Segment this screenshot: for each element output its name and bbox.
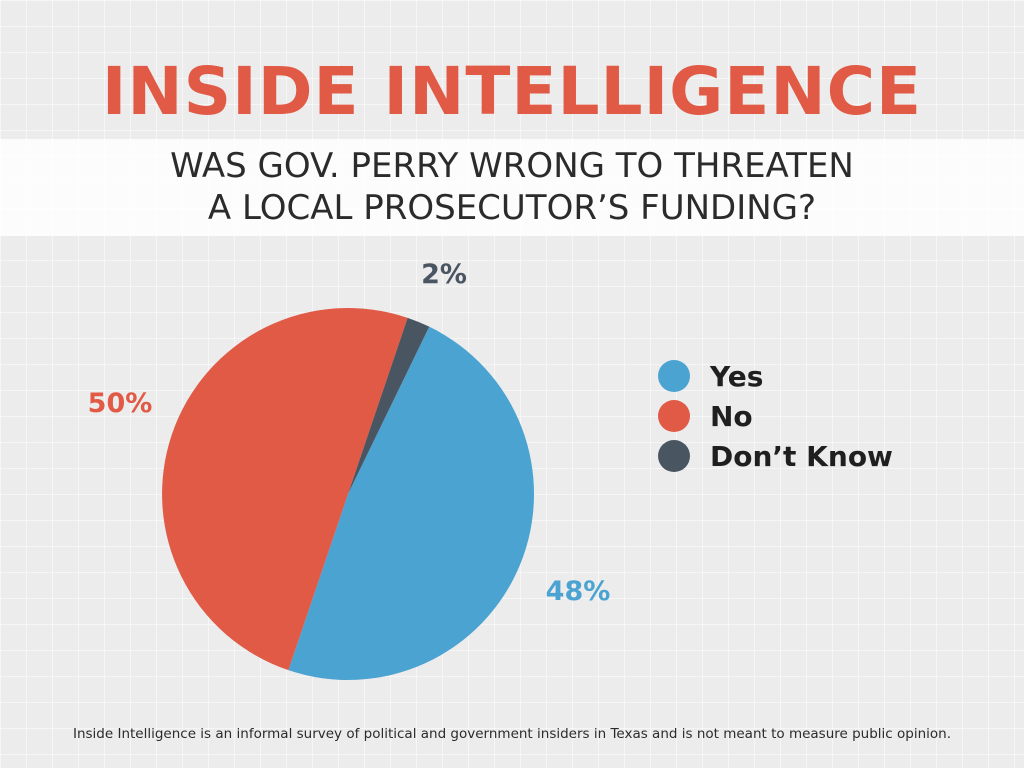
question-band bbox=[0, 139, 1024, 236]
data-label-dont-know: 2% bbox=[421, 259, 467, 290]
data-label-no: 50% bbox=[88, 388, 153, 419]
data-label-yes: 48% bbox=[546, 576, 611, 607]
pie-slice-dont-know bbox=[348, 317, 430, 494]
legend-item-dont-know: Don’t Know bbox=[658, 436, 893, 476]
legend-item-no: No bbox=[658, 396, 893, 436]
footnote: Inside Intelligence is an informal surve… bbox=[72, 726, 952, 742]
legend-swatch-no bbox=[658, 400, 690, 432]
pie-slice-yes bbox=[288, 326, 534, 680]
question-line-2: A LOCAL PROSECUTOR’S FUNDING? bbox=[207, 188, 817, 228]
question-line-1: WAS GOV. PERRY WRONG TO THREATEN bbox=[170, 146, 854, 186]
legend-label-no: No bbox=[710, 399, 753, 433]
pie-slice-no bbox=[162, 308, 408, 671]
legend-item-yes: Yes bbox=[658, 356, 893, 396]
legend-swatch-dont-know bbox=[658, 440, 690, 472]
legend-swatch-yes bbox=[658, 360, 690, 392]
legend-label-yes: Yes bbox=[710, 359, 764, 393]
brand-title: INSIDE INTELLIGENCE bbox=[101, 53, 923, 130]
legend-label-dont-know: Don’t Know bbox=[710, 439, 893, 473]
chart-legend: Yes No Don’t Know bbox=[658, 356, 893, 476]
